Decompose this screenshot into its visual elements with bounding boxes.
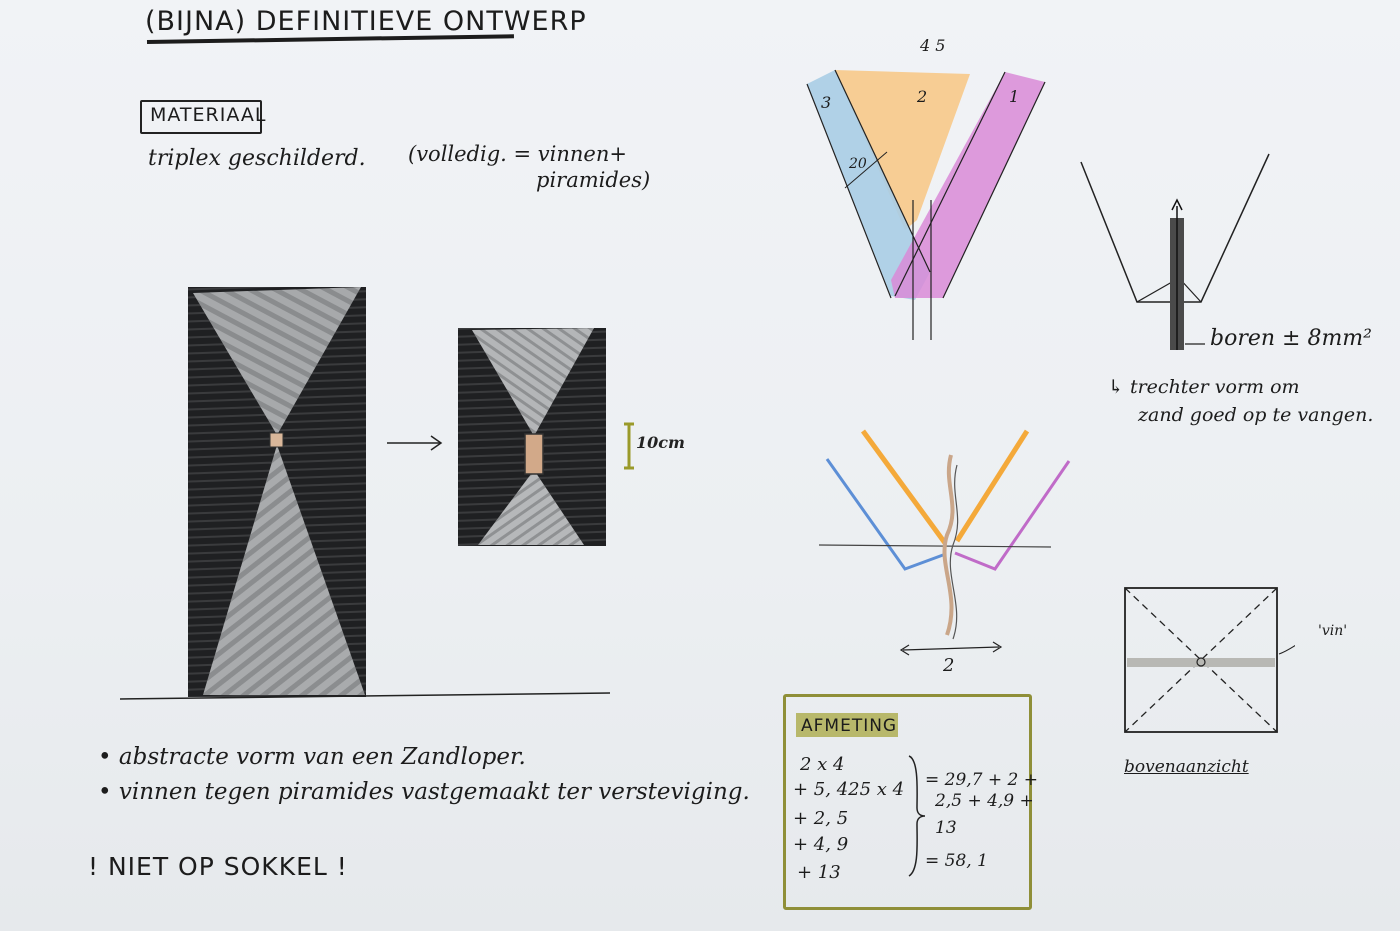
funnel-caption-line-1: ↳ trechter vorm om	[1108, 376, 1300, 398]
top-view-diagram	[1124, 587, 1295, 733]
fin-3-blue	[807, 70, 930, 300]
funnel-diagram	[1080, 153, 1270, 350]
arrow-icon	[387, 435, 443, 451]
fin-label: 'vin'	[1318, 623, 1348, 639]
magenta-fin	[954, 460, 1071, 571]
dim-left-line-5: + 13	[797, 862, 841, 883]
small-upper-cone	[472, 328, 594, 436]
funnel-outline	[1080, 153, 1270, 303]
top-view-caption: bovenaanzicht	[1124, 757, 1249, 777]
fin-width-label: 20	[848, 156, 867, 172]
small-neck	[524, 433, 544, 475]
material-note-line-1: (volledig. = vinnen+	[408, 142, 627, 166]
orange-fin-left	[860, 429, 948, 545]
small-lower-cone	[478, 470, 584, 545]
hourglass-upper-cone	[193, 287, 361, 435]
drill-note: boren ± 8mm²	[1210, 326, 1372, 351]
material-heading-box	[140, 100, 262, 134]
funnel-caption-line-2: zand goed op te vangen.	[1138, 404, 1374, 426]
scale-label: 10cm	[636, 433, 685, 452]
top-view-square	[1124, 587, 1278, 733]
warning-text: ! NIET OP SOKKEL !	[88, 852, 348, 881]
top-view-fin	[1127, 658, 1275, 667]
fin-label-1: 1	[1009, 87, 1019, 106]
material-text: triplex geschilderd.	[148, 146, 366, 171]
hourglass-sketch-large	[119, 287, 611, 700]
fin-2-orange	[835, 70, 970, 230]
hourglass-lower-cone	[203, 445, 365, 695]
bullet-2: • vinnen tegen piramides vastgemaakt ter…	[98, 779, 750, 805]
dimensions-brace	[908, 755, 926, 877]
fin-label-3: 3	[821, 93, 831, 112]
dim-left-line-1: 2 x 4	[800, 754, 845, 775]
fins-sand-diagram: 2	[818, 429, 1071, 675]
dim-right-line-2: 2,5 + 4,9 +	[935, 791, 1034, 811]
ground-line	[119, 692, 611, 700]
orange-fin-right	[954, 429, 1030, 543]
bullet-1: • abstracte vorm van een Zandloper.	[98, 744, 526, 770]
dimensions-heading: AFMETING	[801, 716, 898, 736]
dim-left-line-2: + 5, 425 x 4	[793, 779, 905, 800]
fin-label-2: 2	[916, 87, 927, 106]
dimensions-box	[783, 694, 1032, 910]
hourglass-sketch-small	[458, 328, 606, 546]
material-heading: MATERIAAL	[150, 104, 267, 126]
fin-color-diagram: 3 2 1 20	[806, 69, 1046, 340]
hourglass-neck	[269, 432, 284, 448]
dim-left-line-3: + 2, 5	[793, 808, 849, 829]
sand-stream	[942, 454, 955, 636]
dim-right-line-4: = 58, 1	[925, 851, 988, 871]
material-note-line-2: piramides)	[536, 168, 651, 192]
dim-right-line-3: 13	[935, 818, 957, 838]
fin-top-label: 4 5	[920, 36, 946, 55]
scale-bar	[624, 422, 634, 470]
dim-right-line-1: = 29,7 + 2 +	[925, 770, 1039, 790]
dimensions-heading-highlight	[796, 713, 898, 737]
dim-left-line-4: + 4, 9	[793, 834, 849, 855]
blue-fin	[825, 458, 944, 571]
fin-1-pink	[891, 72, 1045, 298]
fins-width-label: 2	[942, 655, 954, 675]
page-title: (BIJNA) DEFINITIEVE ONTWERP	[145, 6, 587, 37]
